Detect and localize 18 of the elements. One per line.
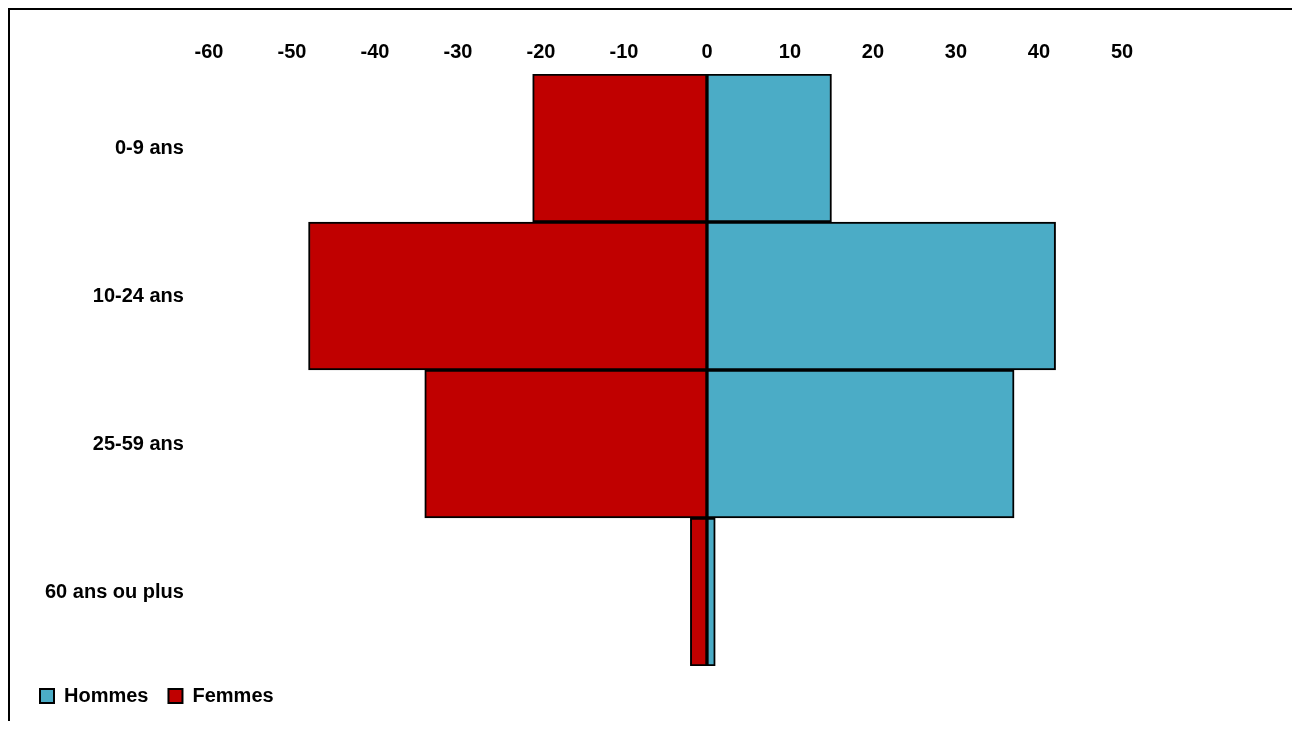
legend-label: Hommes — [64, 683, 149, 706]
x-tick-label: 0 — [701, 39, 713, 62]
y-tick-label: 25-59 ans — [92, 431, 184, 454]
x-tick-label: -50 — [277, 39, 307, 62]
x-tick-label: 10 — [778, 39, 802, 62]
x-tick-label: 30 — [944, 39, 968, 62]
legend-label: Femmes — [192, 683, 274, 706]
y-tick-label: 60 ans ou plus — [44, 579, 184, 602]
x-tick-label: -30 — [443, 39, 473, 62]
x-tick-label: 50 — [1110, 39, 1134, 62]
x-tick-label: 40 — [1027, 39, 1051, 62]
x-tick-label: -20 — [526, 39, 556, 62]
x-tick-label: -40 — [360, 39, 390, 62]
x-tick-label: 20 — [861, 39, 885, 62]
y-tick-label: 0-9 ans — [114, 135, 184, 158]
y-tick-label: 10-24 ans — [92, 283, 184, 306]
x-tick-label: -60 — [194, 39, 224, 62]
x-tick-label: -10 — [609, 39, 639, 62]
